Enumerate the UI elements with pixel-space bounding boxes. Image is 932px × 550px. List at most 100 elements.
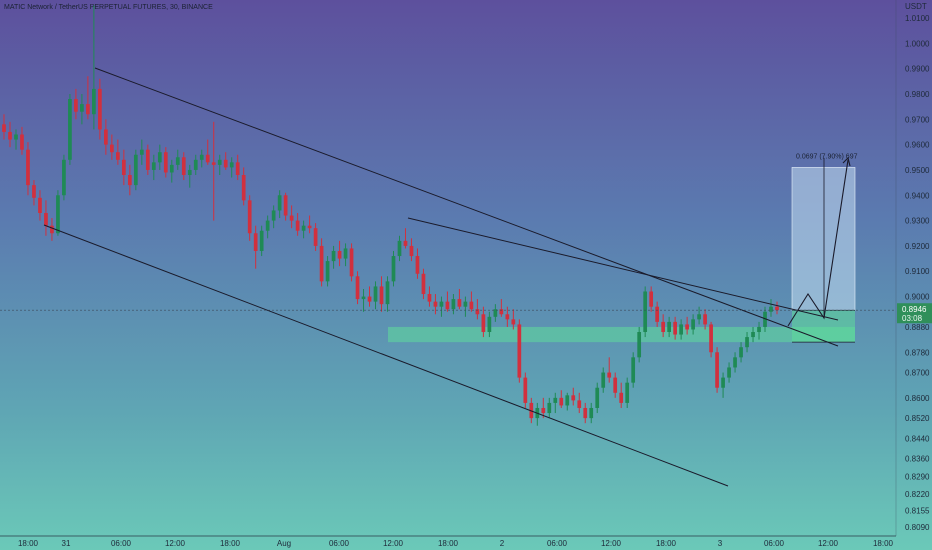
y-tick-label: 0.9800 — [905, 90, 930, 99]
candle-body — [625, 382, 630, 403]
candle-body — [223, 159, 228, 168]
y-tick-label: 0.8700 — [905, 369, 930, 378]
y-tick-label: 0.8155 — [905, 507, 930, 516]
projection-label: 0.0697 (7.90%) 697 — [796, 153, 858, 160]
y-tick-label: 0.8360 — [905, 455, 930, 464]
y-tick-label: 0.9500 — [905, 166, 930, 175]
last-price-tag — [897, 303, 932, 324]
candle-body — [121, 159, 126, 176]
target-projection-box — [791, 167, 856, 311]
candle-body — [427, 294, 432, 302]
candle-body — [493, 309, 498, 317]
candle-body — [601, 372, 606, 388]
candle-body — [481, 314, 486, 333]
candle-body — [38, 197, 42, 213]
candle-body — [397, 240, 402, 257]
candle-body — [56, 195, 60, 234]
candle-body — [391, 256, 396, 282]
x-tick-label: 06:00 — [764, 539, 785, 548]
candle-body — [499, 309, 504, 315]
candle-body — [763, 311, 767, 327]
candle-body — [283, 195, 288, 216]
candle-body — [163, 152, 168, 173]
y-tick-label: 0.8440 — [905, 434, 930, 443]
candle-body — [133, 154, 138, 186]
candle-body — [457, 299, 462, 307]
candle-body — [181, 157, 186, 176]
candle-body — [733, 357, 737, 368]
y-tick-label: 0.9600 — [905, 141, 930, 150]
candle-body — [559, 397, 564, 406]
y-tick-label: 1.0100 — [905, 14, 930, 23]
candle-body — [337, 250, 342, 259]
candle-body — [613, 377, 618, 393]
x-tick-label: 18:00 — [873, 539, 894, 548]
candle-body — [685, 324, 689, 330]
projected-arrowhead — [842, 156, 851, 167]
candle-body — [751, 332, 755, 338]
candle-body — [769, 306, 773, 312]
candle-body — [14, 134, 18, 140]
x-tick-label: 18:00 — [438, 539, 459, 548]
candle-body — [379, 286, 384, 305]
candle-body — [20, 134, 24, 150]
candle-body — [331, 250, 336, 262]
candle-body — [325, 261, 330, 282]
candle-body — [517, 324, 522, 378]
candle-body — [193, 159, 198, 170]
candle-body — [241, 175, 246, 201]
candle-body — [32, 185, 36, 198]
candle-body — [127, 175, 132, 186]
x-tick-label: 06:00 — [547, 539, 568, 548]
candle-body — [80, 104, 84, 112]
x-tick-label: 12:00 — [601, 539, 622, 548]
chart-title: MATIC Network / TetherUS PERPETUAL FUTUR… — [4, 4, 213, 11]
candle-body — [775, 306, 779, 311]
candle-body — [571, 395, 576, 401]
candle-body — [691, 319, 695, 330]
candle-body — [697, 314, 701, 320]
candle-body — [151, 162, 156, 170]
candle-body — [403, 240, 408, 246]
candle-body — [577, 400, 582, 408]
trendline — [407, 217, 839, 321]
candle-body — [739, 347, 743, 358]
candle-body — [104, 129, 108, 145]
candle-body — [259, 230, 264, 251]
y-tick-label: 0.8220 — [905, 490, 930, 499]
candle-body — [8, 131, 12, 140]
candle-body — [463, 301, 468, 307]
y-axis-unit: USDT — [905, 2, 927, 11]
candle-body — [343, 248, 348, 259]
candle-body — [92, 88, 96, 115]
candle-body — [469, 301, 474, 310]
candle-body — [361, 296, 366, 300]
drawings: 0.0697 (7.90%) 697 — [0, 67, 896, 487]
candle-body — [145, 149, 150, 170]
candle-body — [115, 152, 120, 160]
x-tick-label: 2 — [500, 539, 505, 548]
entry-zone-box — [792, 310, 855, 343]
candle-body — [727, 367, 731, 378]
channel-lower-line — [43, 224, 729, 487]
candle-body — [229, 162, 234, 168]
candle-body — [475, 309, 480, 315]
candle-body — [187, 169, 192, 176]
candle-body — [385, 281, 390, 305]
candle-body — [265, 220, 270, 231]
zones — [388, 167, 856, 343]
candle-body — [415, 256, 420, 274]
candle-body — [523, 377, 528, 403]
candle-body — [757, 326, 761, 333]
candle-body — [649, 291, 654, 307]
candle-body — [26, 149, 30, 186]
candle-body — [247, 200, 252, 234]
y-axis: 1.0100 1.0000 0.9900 0.9800 0.9700 0.9600 0.95… — [895, 0, 930, 536]
y-tick-label: 0.8520 — [905, 414, 930, 423]
candle-body — [553, 397, 558, 403]
y-tick-label: 0.9700 — [905, 115, 930, 124]
y-tick-label: 1.0000 — [905, 39, 930, 48]
